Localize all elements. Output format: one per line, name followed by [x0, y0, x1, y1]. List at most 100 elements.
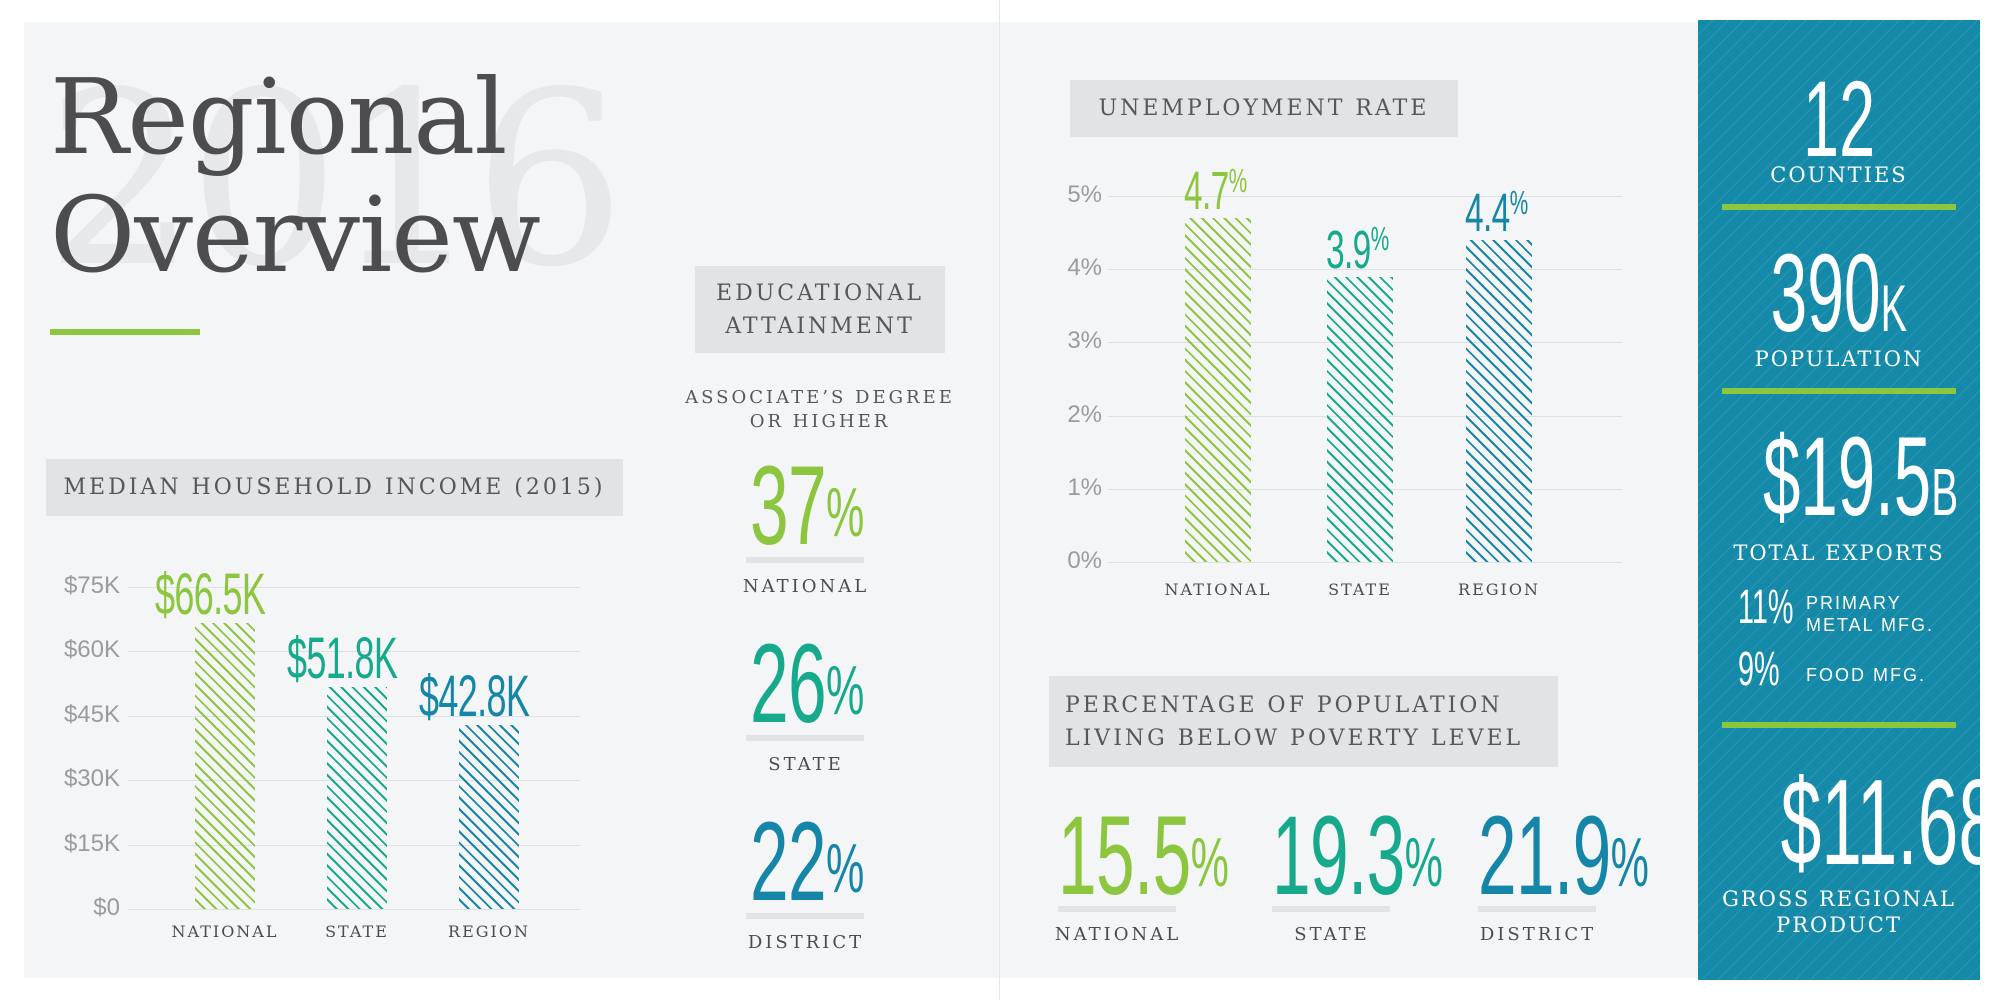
- poverty-number: 19.3: [1272, 793, 1405, 918]
- population-value: 390K: [1770, 232, 1908, 355]
- counties-value: 12: [1802, 58, 1876, 179]
- percent-sign: %: [1228, 162, 1247, 200]
- grp-label-line-1: GROSS REGIONAL: [1722, 887, 1956, 911]
- percent-sign: %: [825, 828, 864, 907]
- poverty-label: NATIONAL: [1054, 924, 1182, 945]
- exports-breakdown-1-label-line-1: PRIMARY: [1806, 593, 1902, 613]
- unemployment-number: 4.4: [1465, 182, 1510, 243]
- percent-sign: %: [825, 472, 864, 551]
- income-gridline: [128, 909, 580, 910]
- poverty-section-title: PERCENTAGE OF POPULATION LIVING BELOW PO…: [1049, 676, 1558, 767]
- poverty-underline: [1272, 906, 1390, 912]
- education-value-district: 22%: [750, 806, 864, 918]
- education-value-state: 26%: [750, 628, 864, 740]
- page-fold: [999, 0, 1000, 1000]
- poverty-value-state: 19.3%: [1272, 800, 1443, 912]
- education-title-line-2: ATTAINMENT: [725, 313, 915, 339]
- title-underline: [50, 329, 200, 335]
- education-label: STATE: [768, 754, 844, 775]
- exports-breakdown-2-pct: 9%: [1738, 643, 1780, 696]
- unemployment-y-tick: 0%: [1067, 547, 1102, 574]
- grp-value: $11.68B: [1780, 754, 2000, 890]
- education-number: 26: [750, 621, 827, 746]
- income-data-label: $51.8K: [287, 625, 398, 691]
- title-line-2: Overview: [50, 174, 541, 296]
- exports-breakdown-1-pct: 11%: [1738, 581, 1794, 634]
- unemployment-number: 4.7: [1184, 160, 1229, 221]
- unemployment-x-label: REGION: [1458, 580, 1540, 599]
- poverty-number: 21.9: [1478, 793, 1611, 918]
- poverty-number: 15.5: [1058, 793, 1191, 918]
- poverty-underline: [1058, 906, 1176, 912]
- income-bar: [327, 686, 387, 909]
- grp-label-line-2: PRODUCT: [1776, 913, 1902, 937]
- unemployment-x-label: NATIONAL: [1164, 580, 1272, 599]
- income-gridline: [128, 651, 580, 653]
- unemployment-bar: [1466, 239, 1532, 562]
- unemployment-y-tick: 1%: [1067, 473, 1102, 501]
- income-data-label: $66.5K: [155, 562, 266, 628]
- percent-sign: %: [825, 650, 864, 729]
- unemployment-number: 3.9: [1326, 219, 1371, 280]
- unemployment-gridline: [1108, 269, 1622, 271]
- poverty-label: DISTRICT: [1479, 924, 1597, 945]
- page-title: Regional Overview: [50, 56, 541, 296]
- education-number: 22: [750, 799, 827, 924]
- percent-sign: %: [1404, 822, 1443, 901]
- education-subtitle-line-1: ASSOCIATE’S DEGREE: [685, 387, 955, 408]
- counties-label: COUNTIES: [1770, 163, 1908, 187]
- unemployment-section-title: UNEMPLOYMENT RATE: [1070, 80, 1458, 137]
- income-bar: [195, 623, 255, 909]
- unemployment-x-label: STATE: [1328, 580, 1392, 599]
- percent-sign: %: [1610, 822, 1649, 901]
- income-section-title: MEDIAN HOUSEHOLD INCOME (2015): [46, 459, 623, 516]
- poverty-label: STATE: [1294, 924, 1370, 945]
- income-y-tick: $15K: [63, 829, 120, 857]
- education-label: DISTRICT: [747, 932, 865, 953]
- income-y-tick: $45K: [63, 700, 120, 728]
- exports-label: TOTAL EXPORTS: [1733, 541, 1945, 565]
- income-data-label: $42.8K: [419, 664, 530, 730]
- income-y-tick: $75K: [63, 572, 120, 599]
- education-underline: [746, 913, 864, 919]
- unemployment-data-label: 3.9%: [1326, 219, 1389, 281]
- title-line-1: Regional: [50, 56, 508, 178]
- unemployment-y-tick: 2%: [1067, 400, 1102, 428]
- unemployment-data-label: 4.7%: [1184, 160, 1247, 222]
- exports-breakdown-1-label: PRIMARY METAL MFG.: [1806, 592, 1934, 636]
- exports-value: $19.5B: [1763, 414, 1959, 539]
- key-stats-panel: 12 COUNTIES 390K POPULATION $19.5B TOTAL…: [1698, 20, 2000, 980]
- poverty-value-national: 15.5%: [1058, 800, 1229, 912]
- unemployment-data-label: 4.4%: [1465, 182, 1528, 244]
- income-x-label: REGION: [448, 922, 530, 941]
- year-watermark: 2016: [45, 40, 626, 320]
- stat-divider-3: [1722, 722, 1956, 728]
- percent-sign: %: [1190, 822, 1229, 901]
- unemployment-y-tick: 3%: [1067, 327, 1102, 355]
- unemployment-y-tick: 4%: [1067, 254, 1102, 282]
- unemployment-bar: [1185, 217, 1251, 562]
- unemployment-y-tick: 5%: [1067, 181, 1102, 208]
- income-bar: [459, 725, 519, 909]
- stat-divider-2: [1722, 388, 1956, 394]
- education-number: 37: [750, 443, 827, 568]
- exports-breakdown-2-label: FOOD MFG.: [1806, 665, 1926, 685]
- education-underline: [746, 735, 864, 741]
- grp-label: GROSS REGIONAL PRODUCT: [1698, 886, 1980, 938]
- education-label: NATIONAL: [742, 576, 870, 597]
- education-section-title: EDUCATIONAL ATTAINMENT: [695, 266, 945, 353]
- poverty-underline: [1478, 906, 1596, 912]
- education-value-national: 37%: [750, 450, 864, 562]
- unemployment-gridline: [1108, 196, 1622, 197]
- percent-sign: %: [1509, 184, 1528, 222]
- education-underline: [746, 557, 864, 563]
- stat-divider-1: [1722, 204, 1956, 210]
- income-y-tick: $60K: [63, 636, 120, 664]
- education-subtitle: ASSOCIATE’S DEGREE OR HIGHER: [665, 386, 975, 434]
- poverty-value-district: 21.9%: [1478, 800, 1649, 912]
- population-label: POPULATION: [1754, 347, 1924, 371]
- poverty-title-line-2: LIVING BELOW POVERTY LEVEL: [1065, 725, 1524, 751]
- percent-sign: %: [1370, 221, 1389, 259]
- income-gridline: [128, 587, 580, 588]
